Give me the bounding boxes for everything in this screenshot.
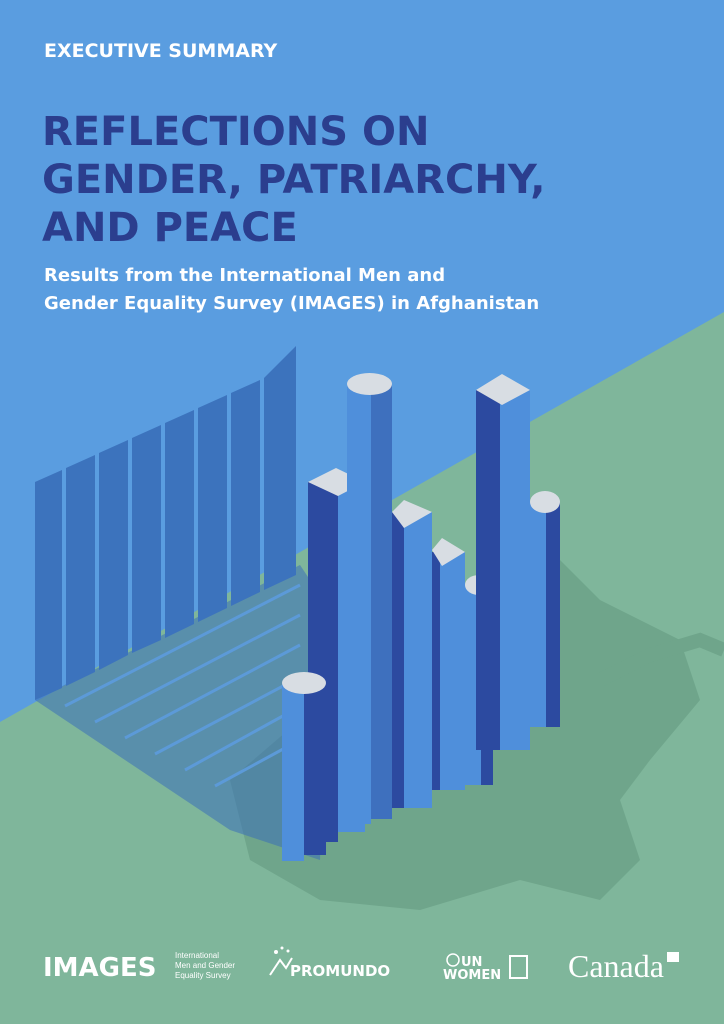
subtitle-line: Gender Equality Survey (IMAGES) in Afgha… [44,293,539,314]
bar-chart-illustration [282,373,560,861]
title-line: REFLECTIONS ON [42,109,429,155]
images-tagline: Men and Gender [175,961,235,970]
images-logo: IMAGES [43,953,157,983]
canada-logo: Canada [568,948,664,984]
title-line: AND PEACE [42,205,298,251]
map-corridor [596,632,724,687]
images-tagline: Equality Survey [175,971,231,980]
title-line: GENDER, PATRIARCHY, [42,157,545,203]
images-tagline: International [175,951,219,960]
floor-lines [64,583,301,788]
header-label: EXECUTIVE SUMMARY [44,40,278,62]
wall-slats [35,346,296,700]
promundo-icon [269,946,293,976]
promundo-logo: PROMUNDO [290,962,390,980]
subtitle-line: Results from the International Men and [44,265,445,286]
unwomen-logo: WOMEN [443,968,501,983]
unwomen-logo: UN [461,955,482,970]
canada-flag [667,952,679,962]
unwomen-emblem [509,955,528,979]
un-emblem [446,953,460,967]
